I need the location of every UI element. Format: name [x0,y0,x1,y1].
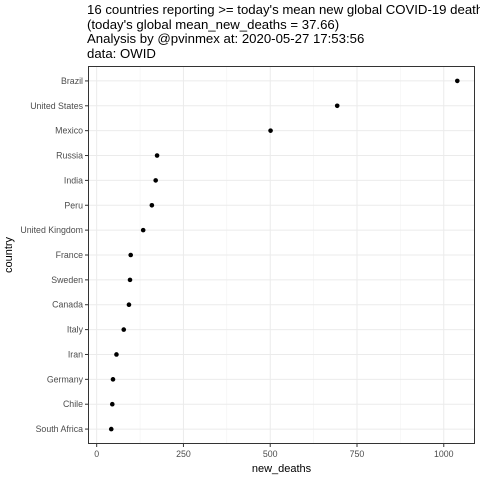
y-tick-label: United Kingdom [20,225,83,235]
y-tick-label: Germany [47,374,84,384]
y-tick-label: South Africa [36,424,84,434]
title-line-2: (today's global mean_new_deaths = 37.66) [87,16,340,32]
data-point [153,178,158,183]
y-tick-label: United States [30,101,83,111]
y-tick-label: Brazil [61,76,83,86]
title-line-3: Analysis by @pvinmex at: 2020-05-27 17:5… [87,31,365,47]
data-point [454,78,460,84]
data-point [126,302,132,308]
chart-title: 16 countries reporting >= today's mean n… [87,3,480,61]
y-axis-title: country [3,236,15,273]
data-point [334,103,340,109]
data-points [108,78,460,432]
y-tick-label: Iran [68,349,83,359]
y-tick-label: Chile [63,399,83,409]
y-tick-label: Russia [56,151,83,161]
data-point [128,252,133,258]
data-point [114,352,119,357]
y-tick-label: Peru [64,200,83,210]
data-point [268,128,273,133]
y-tick-label: Mexico [55,126,83,136]
x-tick-label: 750 [350,449,365,459]
y-tick-label: Italy [67,325,84,335]
y-axis-ticks: Brazil United States Mexico Russia India Peru… [20,76,88,434]
data-point [127,277,133,283]
data-point [149,202,155,208]
x-tick-label: 250 [176,449,191,459]
x-tick-label: 0 [94,449,99,459]
panel-border [88,66,475,444]
x-axis-title: new_deaths [252,463,312,475]
y-tick-label: Sweden [51,275,83,285]
data-point [110,377,116,382]
x-axis-ticks: 0 250 500 750 1000 [94,444,454,459]
data-point [140,227,146,233]
y-tick-label: France [56,250,83,260]
data-point [108,426,114,432]
data-point [154,153,160,158]
y-tick-label: India [64,175,83,185]
x-tick-label: 1000 [434,449,454,459]
major-gridlines [88,66,475,444]
title-line-1: 16 countries reporting >= today's mean n… [87,3,480,17]
data-point [109,401,115,407]
y-tick-label: Canada [52,300,83,310]
title-line-4: data: OWID [87,45,156,61]
x-tick-label: 500 [263,449,278,459]
data-point [121,327,127,332]
